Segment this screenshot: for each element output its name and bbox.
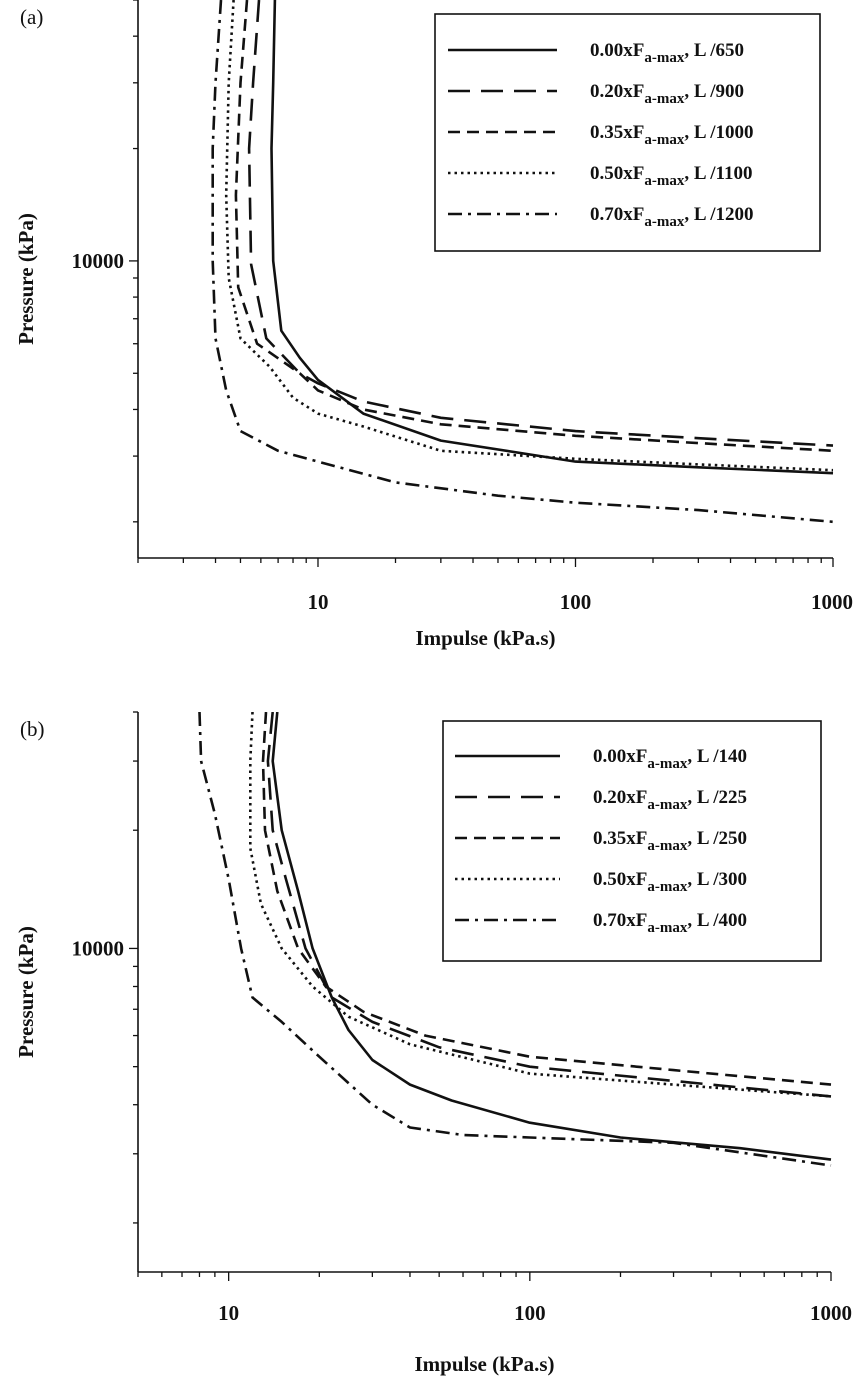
legend-label-tail: , L /900: [684, 81, 744, 102]
panel-label: (b): [20, 717, 45, 741]
legend-label-main: 0.35xF: [590, 122, 644, 143]
legend-label-main: 0.50xF: [590, 163, 644, 184]
legend-label-4: 0.70xFa-max, L /1200: [590, 204, 754, 230]
y-tick-label: 10000: [72, 936, 125, 960]
y-tick-label: 10000: [72, 249, 125, 273]
legend-label-subscript: a-max: [647, 920, 687, 936]
legend-label-main: 0.20xF: [593, 787, 647, 808]
legend-label-tail: , L /1100: [684, 163, 752, 184]
legend-label-1: 0.20xFa-max, L /225: [593, 787, 747, 813]
series-line-0: [271, 712, 832, 1161]
x-tick-label: 1000: [810, 1301, 852, 1325]
legend-label-main: 0.70xF: [593, 910, 647, 931]
legend-label-subscript: a-max: [644, 173, 684, 189]
legend-label-1: 0.20xFa-max, L /900: [590, 81, 744, 107]
legend-label-tail: , L /1000: [684, 122, 753, 143]
panel-label: (a): [20, 5, 43, 29]
series-line-2: [261, 712, 832, 1086]
legend-label-0: 0.00xFa-max, L /140: [593, 746, 747, 772]
legend-label-main: 0.00xF: [593, 746, 647, 767]
legend-label-subscript: a-max: [647, 838, 687, 854]
legend-label-subscript: a-max: [644, 91, 684, 107]
legend-label-subscript: a-max: [647, 756, 687, 772]
series-line-1: [247, 0, 834, 447]
legend-label-2: 0.35xFa-max, L /1000: [590, 122, 754, 148]
legend-label-main: 0.70xF: [590, 204, 644, 225]
y-axis-title: Pressure (kPa): [14, 213, 38, 345]
x-tick-label: 10: [218, 1301, 239, 1325]
series-line-4: [211, 0, 834, 524]
x-tick-label: 1000: [811, 590, 853, 614]
legend-box: [434, 13, 821, 252]
chart-panel-a: 10 100 1000 10000 Impulse (kPa.s) Pressure (k…: [14, 0, 853, 650]
series-line-2: [234, 0, 834, 453]
legend-label-subscript: a-max: [644, 50, 684, 66]
legend-label-tail: , L /1200: [684, 204, 753, 225]
legend-label-3: 0.50xFa-max, L /300: [593, 869, 747, 895]
legend-label-tail: , L /300: [687, 869, 747, 890]
legend-label-main: 0.50xF: [593, 869, 647, 890]
x-axis-title: Impulse (kPa.s): [414, 1352, 554, 1376]
legend-label-tail: , L /400: [687, 910, 747, 931]
legend-label-4: 0.70xFa-max, L /400: [593, 910, 747, 936]
legend-label-0: 0.00xFa-max, L /650: [590, 40, 744, 66]
legend-label-subscript: a-max: [647, 797, 687, 813]
legend-label-2: 0.35xFa-max, L /250: [593, 828, 747, 854]
legend-label-tail: , L /250: [687, 828, 747, 849]
x-tick-label: 100: [560, 590, 592, 614]
y-axis-title: Pressure (kPa): [14, 926, 38, 1058]
series-line-0: [270, 0, 834, 475]
chart-panel-b: 10 100 1000 10000 Impulse (kPa.s) Pressure (k…: [14, 711, 852, 1376]
legend-label-subscript: a-max: [644, 132, 684, 148]
x-axis-title: Impulse (kPa.s): [415, 626, 555, 650]
series-line-4: [198, 712, 832, 1167]
x-tick-label: 10: [307, 590, 328, 614]
legend-label-subscript: a-max: [644, 214, 684, 230]
legend-label-subscript: a-max: [647, 879, 687, 895]
legend-label-tail: , L /225: [687, 787, 747, 808]
legend-label-main: 0.35xF: [593, 828, 647, 849]
series-line-3: [224, 0, 834, 472]
legend-label-3: 0.50xFa-max, L /1100: [590, 163, 752, 189]
x-tick-label: 100: [514, 1301, 546, 1325]
legend-label-main: 0.00xF: [590, 40, 644, 61]
legend-label-main: 0.20xF: [590, 81, 644, 102]
legend-label-tail: , L /140: [687, 746, 747, 767]
legend-label-tail: , L /650: [684, 40, 744, 61]
